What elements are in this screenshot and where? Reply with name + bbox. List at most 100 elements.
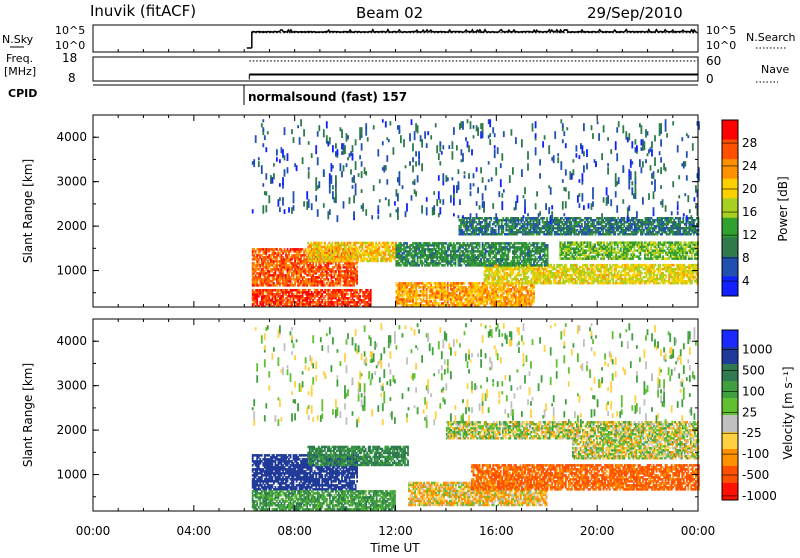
heatmap-cell [680,241,682,244]
heatmap-cell [356,246,358,249]
heatmap-cell [424,248,426,251]
heatmap-cell [533,284,535,287]
heatmap-cell [356,270,358,273]
heatmap-cell [667,264,669,267]
heatmap-cell [424,290,426,293]
heatmap-cell [364,291,366,294]
heatmap-cell [400,298,402,301]
heatmap-cell [667,247,669,250]
heatmap-cell [473,294,475,297]
heatmap-cell [603,241,605,244]
heatmap-cell [630,241,632,244]
heatmap-cell [606,278,608,281]
heatmap-cell [479,282,481,285]
freq-label: Freq. [6,52,33,65]
heatmap-cell [448,284,450,287]
heatmap-cell [305,258,307,261]
nsearch-tick-low: 10^0 [706,39,736,52]
heatmap-cell [594,255,596,258]
heatmap-cell [655,241,657,244]
heatmap-cell [293,262,295,265]
heatmap-cell [293,270,295,273]
heatmap-cell [377,244,379,247]
heatmap-cell [464,282,466,285]
heatmap-cell [359,295,361,298]
heatmap-cell [268,289,270,292]
heatmap-cell [594,266,596,269]
heatmap-cell [473,282,475,285]
heatmap-cell [424,264,426,267]
heatmap-cell [329,268,331,271]
heatmap-cell [328,256,330,259]
freq-tick-high: 18 [62,51,77,65]
heatmap-cell [570,255,572,258]
date-title: 29/Sep/2010 [587,4,683,22]
heatmap-cell [546,268,548,271]
heatmap-cell [679,247,681,250]
heatmap-cell [352,270,354,273]
heatmap-cell [570,274,572,277]
heatmap-cell [509,288,511,291]
heatmap-cell [353,248,355,251]
heatmap-cell [641,272,643,275]
heatmap-cell [606,241,608,244]
heatmap-cell [436,282,438,285]
heatmap-cell [509,282,511,285]
heatmap-cell [400,264,402,267]
heatmap-cell [281,248,283,251]
heatmap-cell [643,268,645,271]
heatmap-cell [424,284,426,287]
heatmap-cell [424,258,426,261]
nsearch-tick-high: 10^5 [706,24,736,37]
heatmap-cell [316,242,318,245]
heatmap-cell [417,290,419,293]
heatmap-cell [521,284,523,287]
heatmap-cell [347,293,349,296]
heatmap-cell [305,254,307,257]
heatmap-cell [316,250,318,253]
heatmap-cell [485,296,487,299]
heatmap-cell [576,264,578,267]
freq-unit: [MHz] [4,65,36,78]
heatmap-cell [400,294,402,297]
nsky-tick-high: 10^5 [55,24,85,37]
heatmap-cell [614,247,616,250]
nsky-panel-frame [93,25,698,52]
heatmap-cell [352,293,354,296]
heatmap-cell [667,257,669,260]
heatmap-cell [256,254,258,257]
heatmap-cell [667,280,669,283]
heatmap-cell [448,304,450,307]
heatmap-cell [389,246,391,249]
heatmap-cell [281,289,283,292]
heatmap-cell [655,274,657,277]
heatmap-cell [550,280,552,283]
heatmap-cell [485,274,487,277]
heatmap-cell [618,266,620,269]
heatmap-cell [533,290,535,293]
freq-nave-series [249,61,698,80]
heatmap-cell [522,278,524,281]
heatmap-cell [564,241,566,244]
heatmap-cell [412,250,414,253]
heatmap-cell [356,266,358,269]
heatmap-cell [329,274,331,277]
heatmap-cell [353,242,355,245]
heatmap-cell [340,289,342,292]
heatmap-cell [372,242,374,245]
heatmap-cell [377,248,379,251]
heatmap-cell [640,257,642,260]
heatmap-cell [268,248,270,251]
heatmap-cell [618,255,620,258]
nave-label: Nave [761,63,789,76]
heatmap-cell [424,242,426,245]
heatmap-cell [256,248,258,251]
heatmap-cell [293,254,295,257]
heatmap-cell [509,298,511,301]
heatmap-cell [558,270,560,273]
heatmap-cell [570,241,572,244]
heatmap-cell [665,274,667,277]
heatmap-cell [430,282,432,285]
heatmap-cell [406,242,408,245]
